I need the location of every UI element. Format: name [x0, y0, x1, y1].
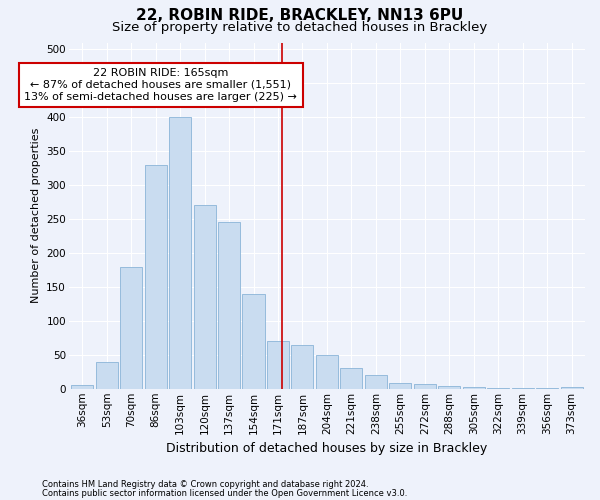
Bar	[267, 341, 289, 389]
Bar	[365, 375, 387, 389]
Bar	[120, 266, 142, 389]
Bar	[438, 386, 460, 389]
Bar	[194, 206, 215, 389]
Bar	[218, 222, 240, 389]
Bar	[340, 368, 362, 389]
Y-axis label: Number of detached properties: Number of detached properties	[31, 128, 41, 304]
Text: Contains HM Land Registry data © Crown copyright and database right 2024.: Contains HM Land Registry data © Crown c…	[42, 480, 368, 489]
Bar	[96, 362, 118, 389]
Bar	[169, 117, 191, 389]
Bar	[536, 388, 558, 389]
Bar	[487, 388, 509, 389]
Bar	[242, 294, 265, 389]
Text: 22 ROBIN RIDE: 165sqm
← 87% of detached houses are smaller (1,551)
13% of semi-d: 22 ROBIN RIDE: 165sqm ← 87% of detached …	[24, 68, 297, 102]
Bar	[292, 344, 313, 389]
Bar	[389, 384, 412, 389]
Bar	[71, 386, 93, 389]
Text: Contains public sector information licensed under the Open Government Licence v3: Contains public sector information licen…	[42, 489, 407, 498]
Text: 22, ROBIN RIDE, BRACKLEY, NN13 6PU: 22, ROBIN RIDE, BRACKLEY, NN13 6PU	[136, 8, 464, 22]
Text: Size of property relative to detached houses in Brackley: Size of property relative to detached ho…	[112, 21, 488, 34]
Bar	[560, 388, 583, 389]
Bar	[414, 384, 436, 389]
Bar	[145, 164, 167, 389]
Bar	[316, 355, 338, 389]
Bar	[463, 388, 485, 389]
Bar	[512, 388, 533, 389]
X-axis label: Distribution of detached houses by size in Brackley: Distribution of detached houses by size …	[166, 442, 488, 455]
